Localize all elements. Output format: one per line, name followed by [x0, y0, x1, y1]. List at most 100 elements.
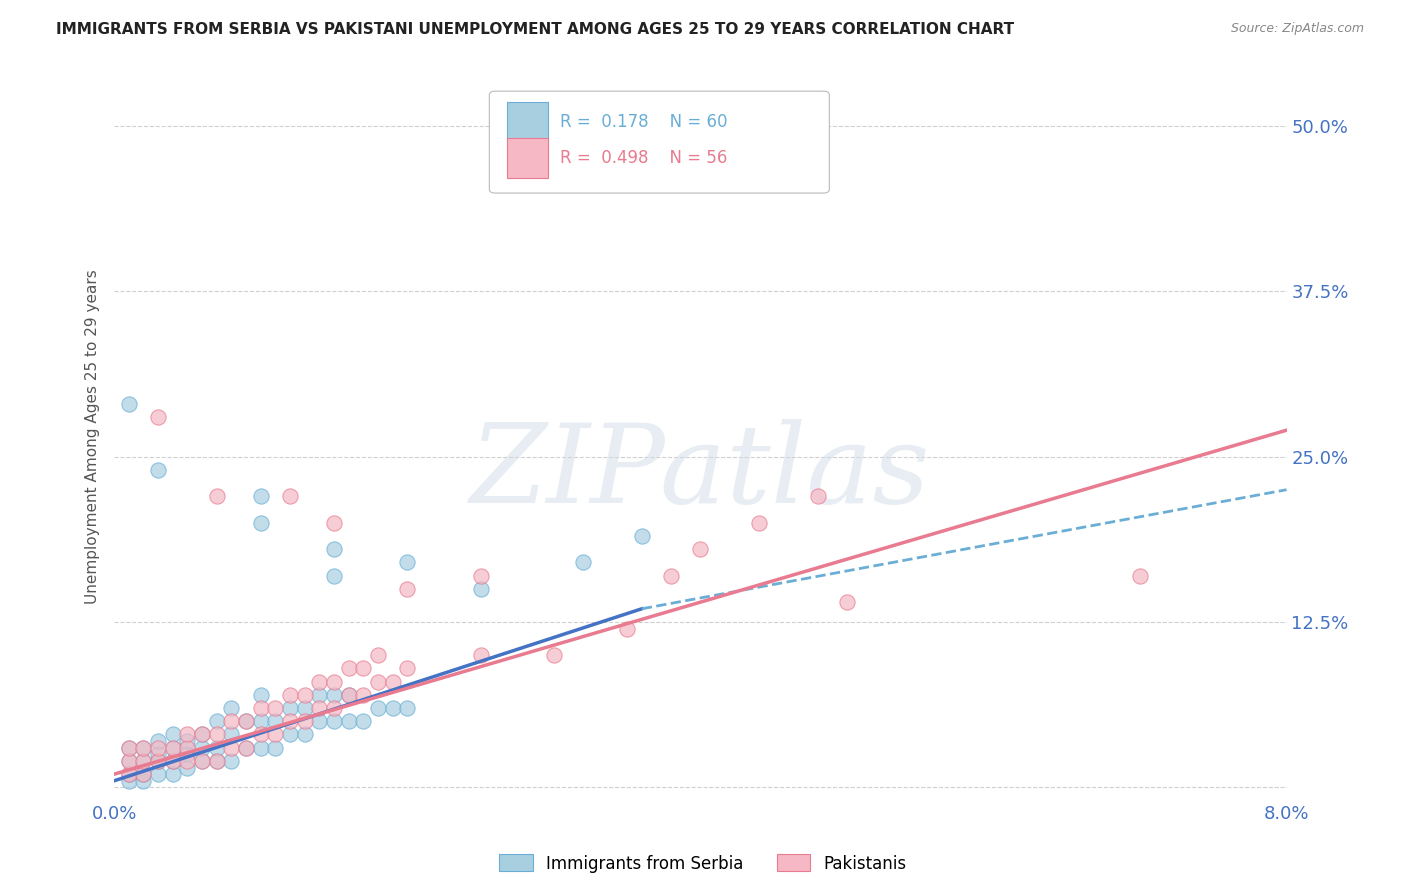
Point: [235, 740, 257, 755]
Point: [249, 516, 271, 530]
Point: [146, 754, 169, 768]
Point: [367, 674, 389, 689]
Point: [205, 754, 228, 768]
Point: [118, 740, 141, 755]
Point: [132, 767, 155, 781]
Point: [249, 688, 271, 702]
Point: [132, 773, 155, 788]
Point: [205, 727, 228, 741]
Point: [748, 516, 770, 530]
Point: [1129, 568, 1152, 582]
Point: [323, 701, 346, 715]
Point: [205, 714, 228, 729]
Point: [396, 661, 419, 675]
Text: Source: ZipAtlas.com: Source: ZipAtlas.com: [1230, 22, 1364, 36]
Point: [249, 489, 271, 503]
Point: [294, 688, 316, 702]
Point: [146, 767, 169, 781]
Point: [132, 740, 155, 755]
Point: [221, 727, 243, 741]
Point: [278, 701, 301, 715]
Point: [835, 595, 858, 609]
Point: [146, 754, 169, 768]
Point: [323, 674, 346, 689]
Text: R =  0.498    N = 56: R = 0.498 N = 56: [560, 149, 727, 167]
Point: [162, 740, 184, 755]
Point: [367, 701, 389, 715]
Point: [337, 714, 360, 729]
Point: [221, 754, 243, 768]
Point: [221, 701, 243, 715]
Point: [221, 740, 243, 755]
Point: [352, 661, 374, 675]
Point: [543, 648, 565, 662]
FancyBboxPatch shape: [489, 91, 830, 193]
Point: [323, 714, 346, 729]
Point: [470, 648, 492, 662]
Point: [381, 674, 404, 689]
Point: [205, 489, 228, 503]
Point: [264, 714, 287, 729]
Point: [572, 556, 595, 570]
Point: [176, 760, 198, 774]
Point: [807, 489, 830, 503]
Point: [221, 714, 243, 729]
Point: [308, 714, 330, 729]
Legend: Immigrants from Serbia, Pakistanis: Immigrants from Serbia, Pakistanis: [492, 847, 914, 880]
Point: [205, 754, 228, 768]
Point: [352, 688, 374, 702]
Point: [132, 740, 155, 755]
Point: [249, 740, 271, 755]
Point: [294, 701, 316, 715]
Point: [264, 727, 287, 741]
Point: [294, 727, 316, 741]
Point: [323, 688, 346, 702]
Point: [132, 754, 155, 768]
Bar: [508, 102, 548, 142]
Point: [323, 516, 346, 530]
Point: [396, 556, 419, 570]
Point: [352, 714, 374, 729]
Point: [146, 740, 169, 755]
Point: [323, 542, 346, 557]
Point: [235, 714, 257, 729]
Point: [264, 701, 287, 715]
Point: [278, 688, 301, 702]
Point: [630, 529, 652, 543]
Point: [616, 622, 638, 636]
Point: [294, 714, 316, 729]
Bar: [508, 138, 548, 178]
Point: [308, 674, 330, 689]
Point: [162, 754, 184, 768]
Point: [396, 701, 419, 715]
Point: [118, 740, 141, 755]
Point: [205, 740, 228, 755]
Point: [323, 568, 346, 582]
Point: [235, 714, 257, 729]
Point: [176, 734, 198, 748]
Point: [146, 409, 169, 424]
Point: [176, 740, 198, 755]
Point: [659, 568, 682, 582]
Point: [191, 727, 214, 741]
Point: [249, 701, 271, 715]
Point: [191, 754, 214, 768]
Point: [132, 767, 155, 781]
Point: [470, 582, 492, 596]
Point: [249, 727, 271, 741]
Point: [367, 648, 389, 662]
Point: [689, 542, 711, 557]
Point: [146, 463, 169, 477]
Point: [337, 661, 360, 675]
Point: [337, 688, 360, 702]
Point: [278, 727, 301, 741]
Point: [118, 767, 141, 781]
Point: [176, 754, 198, 768]
Point: [162, 754, 184, 768]
Point: [308, 701, 330, 715]
Point: [176, 727, 198, 741]
Point: [118, 754, 141, 768]
Point: [191, 727, 214, 741]
Y-axis label: Unemployment Among Ages 25 to 29 years: Unemployment Among Ages 25 to 29 years: [86, 269, 100, 604]
Point: [396, 582, 419, 596]
